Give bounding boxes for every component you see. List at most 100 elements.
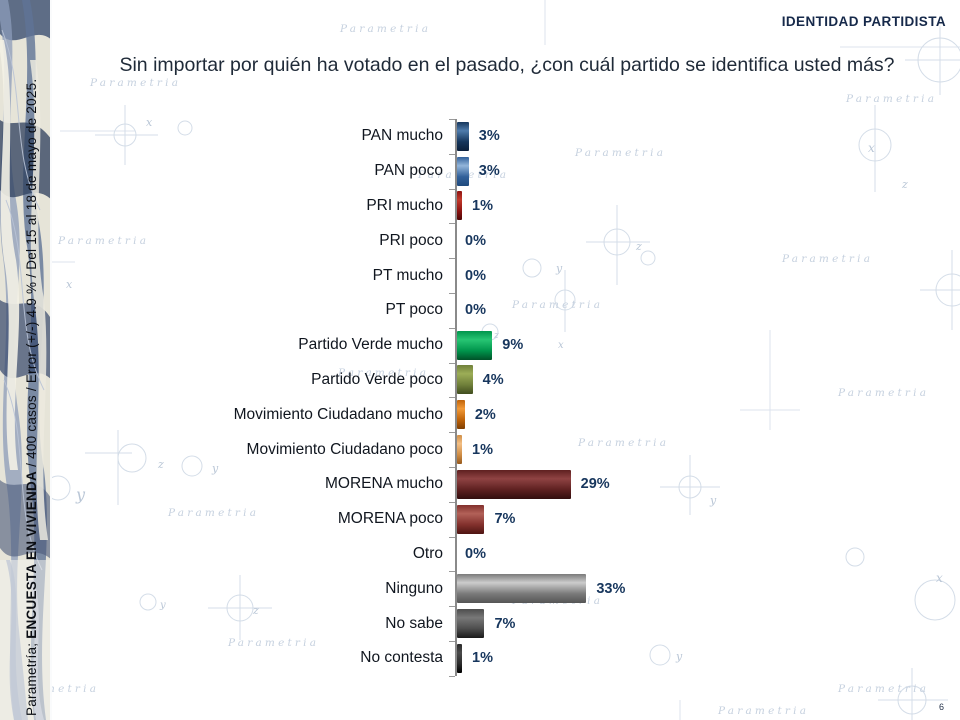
- caption-prefix: Parametría;: [24, 638, 39, 716]
- category-label: Partido Verde poco: [311, 370, 443, 388]
- category-label: PRI mucho: [366, 196, 443, 214]
- bar-zone: 3%: [455, 154, 500, 189]
- bar: [457, 504, 485, 534]
- value-label: 1%: [472, 441, 493, 458]
- svg-text:y: y: [675, 650, 683, 663]
- category-label: PRI poco: [379, 231, 443, 249]
- bar-zone: 0%: [455, 258, 486, 293]
- bar-row: PT mucho 0%: [60, 258, 940, 293]
- axis-tick: [449, 397, 455, 399]
- category-label: MORENA mucho: [324, 475, 443, 493]
- svg-text:z: z: [635, 240, 642, 253]
- bar-zone: 3%: [455, 119, 500, 154]
- category-label: MORENA poco: [337, 510, 443, 528]
- svg-text:z: z: [252, 604, 259, 617]
- axis-tick: [449, 536, 455, 538]
- axis-tick: [449, 188, 455, 190]
- page-title: Sin importar por quién ha votado en el p…: [119, 54, 895, 76]
- bar-row: Movimiento Ciudadano mucho 2%: [60, 397, 940, 432]
- value-label: 0%: [465, 545, 486, 562]
- watermark-word: Parametria: [511, 299, 603, 311]
- category-label: PT mucho: [372, 266, 443, 284]
- bar-row: MORENA mucho 29%: [60, 467, 940, 502]
- bar: [457, 574, 587, 604]
- bar: [457, 643, 462, 673]
- bar-row: Partido Verde poco 4%: [60, 363, 940, 398]
- bar: [457, 121, 469, 151]
- sketch-letters: y z y z y x z x y x x z y x y z: [66, 116, 943, 663]
- watermark-word: Parametria: [89, 77, 181, 89]
- category-label: Movimiento Ciudadano poco: [246, 440, 443, 458]
- survey-method-caption: Parametría; ENCUESTA EN VIVIENDA / 400 c…: [24, 10, 43, 716]
- category-label: Partido Verde mucho: [298, 336, 443, 354]
- watermark-word: Parametria: [167, 507, 259, 519]
- value-label: 1%: [472, 650, 493, 667]
- axis-tick: [449, 119, 455, 120]
- axis-tick: [449, 501, 455, 503]
- svg-text:x: x: [868, 141, 875, 155]
- bar-zone: 0%: [455, 537, 486, 572]
- bar-zone: 1%: [455, 189, 493, 224]
- watermark-word: Parametria: [781, 253, 873, 265]
- bar-row: Ninguno 33%: [60, 571, 940, 606]
- left-texture-image: [0, 0, 52, 720]
- axis-tick: [449, 467, 455, 468]
- bar-row: Movimiento Ciudadano poco 1%: [60, 432, 940, 467]
- svg-text:x: x: [66, 278, 73, 291]
- value-label: 33%: [596, 580, 626, 597]
- bar-chart: PAN mucho 3% PAN poco 3% PRI mucho 1% PRI poco…: [60, 119, 940, 677]
- axis-tick: [449, 675, 455, 677]
- caption-details: / 400 casos / Error (+/-) 4.9 % / Del 15…: [24, 78, 39, 471]
- value-label: 4%: [482, 371, 504, 388]
- bar: [457, 435, 462, 465]
- bar-zone: 2%: [455, 397, 496, 432]
- svg-text:x: x: [936, 571, 943, 585]
- watermark-word: Parametria: [337, 367, 429, 379]
- axis-tick: [449, 571, 455, 573]
- bar-row: PAN mucho 3%: [60, 119, 940, 154]
- axis-tick: [449, 327, 455, 329]
- bar: [457, 191, 462, 221]
- category-label: PAN poco: [374, 162, 443, 180]
- axis-tick: [449, 362, 455, 364]
- svg-text:z: z: [493, 331, 499, 341]
- value-label: 29%: [580, 476, 610, 493]
- bar-zone: 7%: [455, 606, 515, 641]
- watermark-word: Parametria: [837, 683, 929, 695]
- value-label: 0%: [465, 267, 486, 284]
- value-label: 0%: [465, 232, 486, 249]
- bar: [457, 400, 465, 430]
- section-banner: IDENTIDAD PARTIDISTA: [781, 14, 946, 29]
- bar-zone: 4%: [455, 363, 504, 398]
- axis-tick: [449, 293, 455, 294]
- axis-line: [455, 119, 457, 676]
- value-label: 0%: [465, 302, 486, 319]
- bar-row: Otro 0%: [60, 537, 940, 572]
- axis-tick: [449, 223, 455, 225]
- bar-row: Partido Verde mucho 9%: [60, 328, 940, 363]
- watermark-word: Parametria: [717, 705, 809, 717]
- watermark-word: Parametria: [837, 387, 929, 399]
- watermark-word: Parametria: [227, 637, 319, 649]
- category-label: Otro: [412, 544, 443, 562]
- bar: [457, 609, 485, 639]
- category-label: PT poco: [385, 301, 443, 319]
- watermark-word: Parametria: [339, 23, 431, 35]
- bar-row: PRI mucho 1%: [60, 189, 940, 224]
- svg-text:y: y: [75, 485, 86, 504]
- bar: [457, 330, 493, 360]
- page-number: 6: [938, 702, 944, 712]
- bar-row: MORENA poco 7%: [60, 502, 940, 537]
- category-label: Movimiento Ciudadano mucho: [233, 405, 443, 423]
- value-label: 7%: [494, 511, 516, 528]
- watermark-word: Parametria: [574, 147, 666, 159]
- bar-zone: 29%: [455, 467, 610, 502]
- watermark-word: Parametria: [845, 93, 937, 105]
- value-label: 9%: [502, 337, 524, 354]
- axis-tick: [449, 641, 455, 642]
- watermark-word: Parametria: [577, 437, 669, 449]
- svg-text:z: z: [157, 458, 164, 471]
- bar-zone: 7%: [455, 502, 515, 537]
- bar-zone: 0%: [455, 223, 486, 258]
- value-label: 3%: [478, 163, 500, 180]
